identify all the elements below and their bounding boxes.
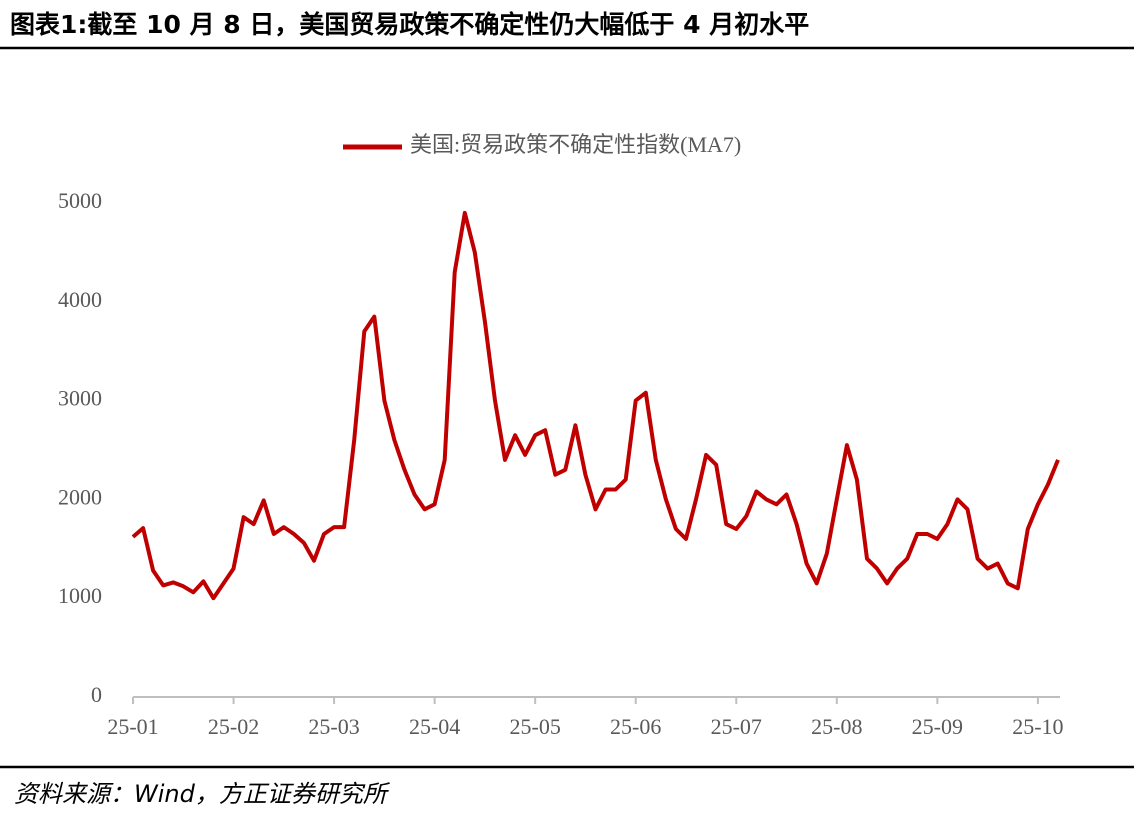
source: 资料来源：Wind，方正证券研究所 bbox=[14, 780, 391, 808]
x-tick-label: 25-04 bbox=[409, 714, 460, 739]
x-tick-label: 25-05 bbox=[510, 714, 561, 739]
chart-title: 图表1:截至 10 月 8 日，美国贸易政策不确定性仍大幅低于 4 月初水平 bbox=[10, 10, 809, 39]
x-tick-label: 25-09 bbox=[912, 714, 963, 739]
legend-label: 美国:贸易政策不确定性指数(MA7) bbox=[410, 132, 741, 157]
y-tick-label: 2000 bbox=[58, 484, 102, 509]
x-tick-label: 25-10 bbox=[1012, 714, 1063, 739]
x-tick-label: 25-02 bbox=[208, 714, 259, 739]
y-tick-label: 5000 bbox=[58, 188, 102, 213]
x-tick-label: 25-01 bbox=[107, 714, 158, 739]
x-tick-label: 25-07 bbox=[711, 714, 762, 739]
y-tick-label: 1000 bbox=[58, 583, 102, 608]
y-tick-label: 3000 bbox=[58, 386, 102, 411]
y-tick-label: 4000 bbox=[58, 287, 102, 312]
line-series bbox=[131, 210, 1060, 601]
x-tick-label: 25-03 bbox=[308, 714, 359, 739]
x-tick-label: 25-06 bbox=[610, 714, 661, 739]
y-tick-label: 0 bbox=[91, 682, 102, 707]
x-tick-label: 25-08 bbox=[811, 714, 862, 739]
